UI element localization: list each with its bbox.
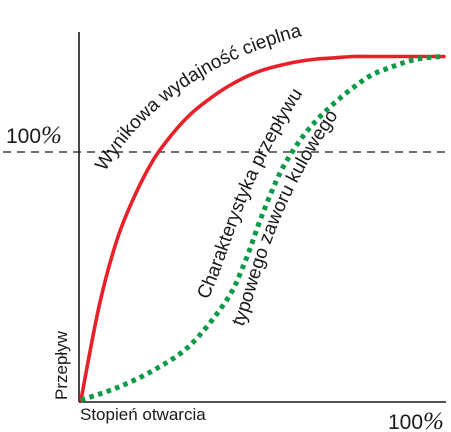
x-end-label: 100% — [388, 408, 444, 432]
y-ref-label-unit: % — [41, 122, 62, 149]
series-label-green-line2: typowego zaworu kulowego — [228, 106, 342, 329]
series-layer — [79, 54, 446, 403]
x-axis-label: Stopień otwarcia — [80, 405, 206, 424]
series-label-green-line2-text: typowego zaworu kulowego — [228, 106, 342, 329]
series-line-heat-output — [79, 54, 446, 402]
x-end-label-unit: % — [423, 408, 444, 432]
y-ref-label: 100% — [6, 122, 62, 149]
y-ref-label-number: 100 — [6, 125, 41, 148]
y-axis-label: Przepływ — [52, 330, 71, 400]
axes — [78, 32, 446, 403]
series-line-valve-characteristic — [80, 54, 445, 403]
x-end-label-number: 100 — [388, 411, 423, 432]
